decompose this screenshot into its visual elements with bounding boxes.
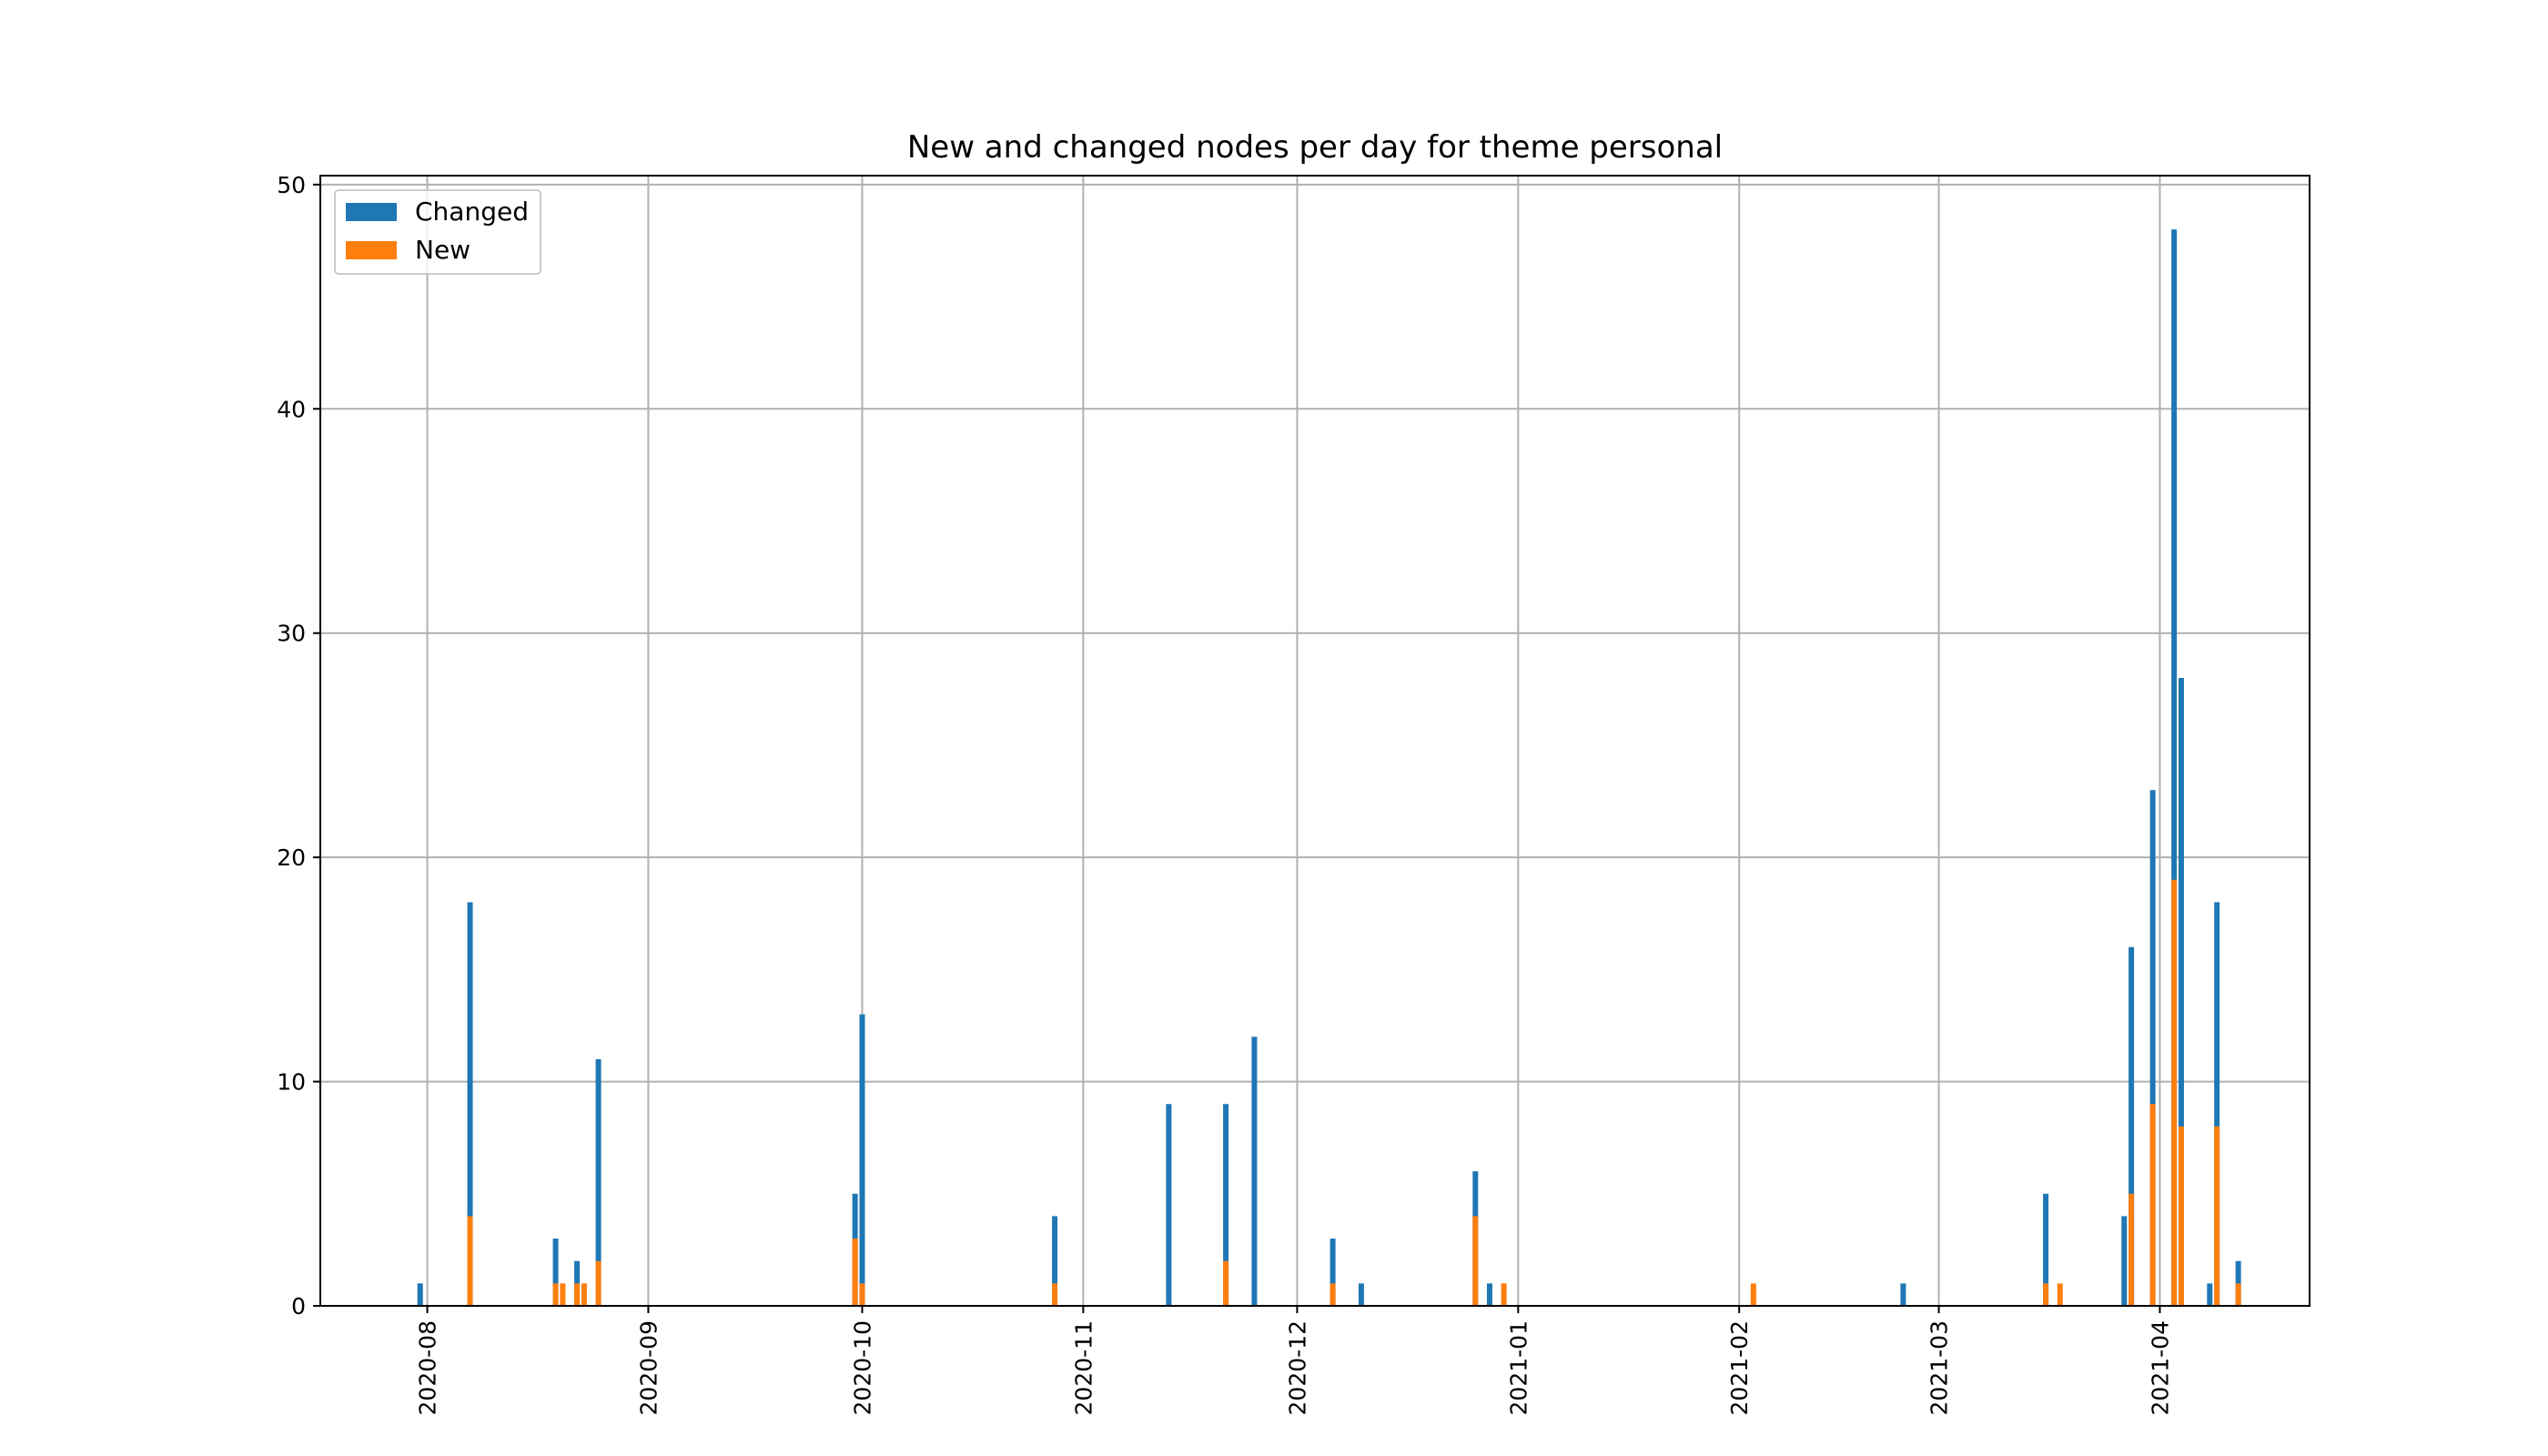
y-tick-label: 20	[277, 844, 306, 871]
bar-changed	[2043, 1193, 2049, 1306]
bar-new	[1472, 1216, 1479, 1306]
y-tick-label: 50	[277, 172, 306, 198]
bar-new	[2128, 1193, 2135, 1306]
axes-frame	[319, 175, 2310, 1307]
bar-changed	[2207, 1283, 2213, 1306]
bar-new	[2043, 1283, 2049, 1306]
bar-changed	[467, 902, 473, 1306]
bar-new	[574, 1283, 581, 1306]
bar-changed	[1330, 1239, 1336, 1306]
bar-new	[1750, 1283, 1756, 1306]
chart-title: New and changed nodes per day for theme …	[907, 129, 1723, 166]
bar-new	[852, 1239, 858, 1306]
bar-changed	[2149, 790, 2156, 1306]
bar-changed	[1166, 1104, 1172, 1306]
legend-label-new: New	[415, 235, 470, 265]
bar-new	[552, 1283, 559, 1306]
bar-new	[2235, 1283, 2241, 1306]
bar-changed	[2178, 678, 2184, 1306]
bar-new	[560, 1283, 566, 1306]
bar-new	[2057, 1283, 2063, 1306]
bar-new	[1052, 1283, 1058, 1306]
bar-changed	[2171, 229, 2178, 1307]
x-tick-label: 2021-02	[1726, 1320, 1753, 1415]
bars	[417, 229, 2241, 1307]
x-tick-label: 2020-09	[635, 1320, 662, 1415]
bar-new	[859, 1283, 865, 1306]
y-tick-label: 0	[291, 1293, 306, 1320]
bar-changed	[1900, 1283, 1906, 1306]
bar-changed	[417, 1283, 423, 1306]
x-tick-label: 2020-11	[1070, 1320, 1097, 1415]
legend: Changed New	[334, 189, 541, 275]
bar-changed	[859, 1014, 865, 1306]
bar-new	[2214, 1126, 2220, 1306]
x-tick-label: 2021-04	[2147, 1320, 2173, 1415]
ticks: 0 10 20 30 40 50 2020-08 2020-09 2020-10 2020-11 2…	[277, 172, 2173, 1416]
legend-swatch-changed	[346, 203, 397, 221]
grid	[320, 176, 2310, 1307]
x-tick-label: 2020-10	[849, 1320, 875, 1415]
bar-new	[467, 1216, 473, 1306]
bar-new	[1501, 1283, 1507, 1306]
x-tick-label: 2020-08	[415, 1320, 441, 1415]
legend-swatch-new	[346, 241, 397, 259]
x-tick-label: 2021-01	[1505, 1320, 1532, 1415]
bar-changed	[1486, 1283, 1492, 1306]
bar-new	[1330, 1283, 1336, 1306]
bar-new	[2178, 1126, 2184, 1306]
bar-changed	[2214, 902, 2220, 1306]
bar-new	[2149, 1104, 2156, 1306]
legend-label-changed: Changed	[415, 197, 529, 227]
x-tick-label: 2021-03	[1926, 1320, 1953, 1415]
bar-new	[581, 1283, 587, 1306]
bar-new	[2171, 879, 2178, 1306]
bar-new	[1223, 1260, 1229, 1306]
y-tick-label: 40	[277, 396, 306, 422]
bar-changed	[2121, 1216, 2128, 1306]
bar-changed	[1251, 1036, 1258, 1306]
bar-changed	[552, 1239, 559, 1306]
y-tick-label: 10	[277, 1069, 306, 1096]
bar-changed	[1223, 1104, 1229, 1306]
bar-new	[595, 1260, 602, 1306]
x-tick-label: 2020-12	[1284, 1320, 1310, 1415]
bar-changed	[1358, 1283, 1364, 1306]
y-tick-label: 30	[277, 621, 306, 647]
bar-changed	[1052, 1216, 1058, 1306]
bar-changed	[2128, 946, 2135, 1306]
bar-changed	[595, 1058, 602, 1306]
